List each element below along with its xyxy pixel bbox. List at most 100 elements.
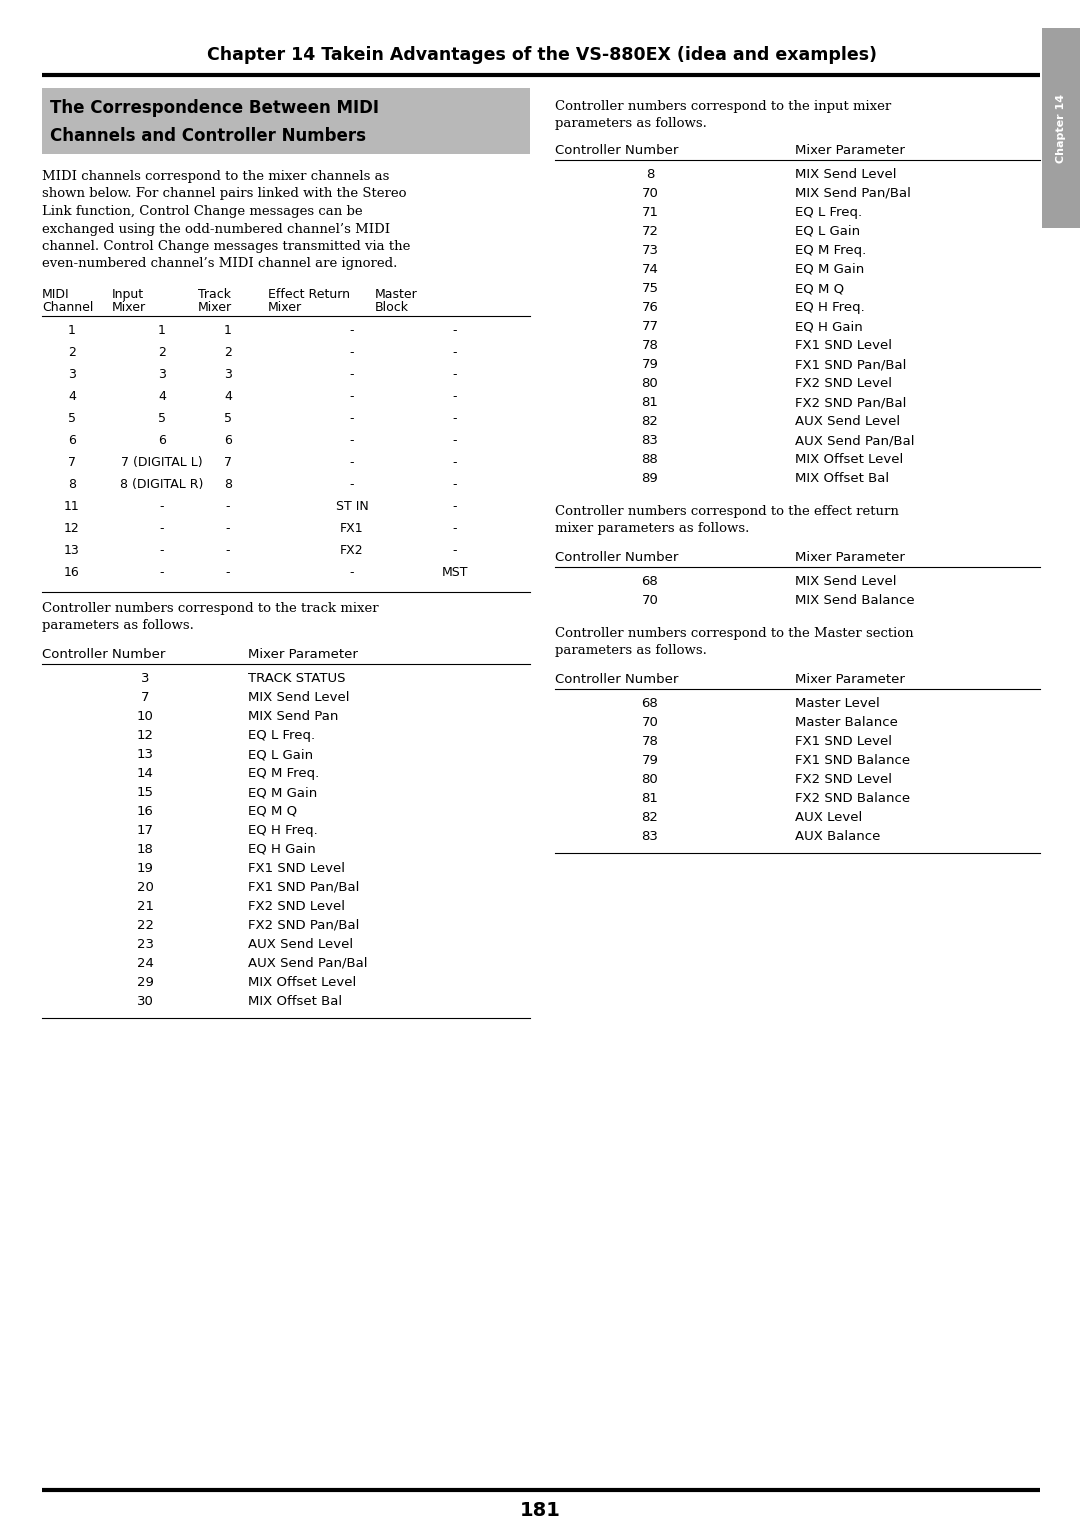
- Text: 88: 88: [642, 452, 659, 466]
- Text: MIX Offset Bal: MIX Offset Bal: [795, 472, 889, 484]
- Text: -: -: [350, 368, 354, 380]
- Text: FX2 SND Level: FX2 SND Level: [248, 900, 345, 914]
- Text: Master: Master: [375, 287, 418, 301]
- Text: -: -: [453, 478, 457, 490]
- Text: 7: 7: [224, 455, 232, 469]
- Text: MST: MST: [442, 565, 469, 579]
- Text: Mixer: Mixer: [112, 301, 146, 313]
- Text: Controller numbers correspond to the Master section: Controller numbers correspond to the Mas…: [555, 626, 914, 640]
- Text: 75: 75: [642, 283, 659, 295]
- Text: AUX Send Level: AUX Send Level: [795, 416, 900, 428]
- Text: 8: 8: [68, 478, 76, 490]
- Text: 30: 30: [136, 995, 153, 1008]
- Text: 7: 7: [68, 455, 76, 469]
- Text: -: -: [350, 324, 354, 338]
- Text: Master Level: Master Level: [795, 697, 880, 711]
- Text: EQ M Q: EQ M Q: [795, 283, 845, 295]
- Text: -: -: [453, 345, 457, 359]
- Text: 70: 70: [642, 594, 659, 607]
- Text: -: -: [350, 565, 354, 579]
- Text: 83: 83: [642, 830, 659, 843]
- Text: Controller Number: Controller Number: [555, 552, 678, 564]
- Text: EQ M Freq.: EQ M Freq.: [795, 244, 866, 257]
- Text: 81: 81: [642, 792, 659, 805]
- Text: -: -: [453, 523, 457, 535]
- Text: MIX Send Level: MIX Send Level: [795, 575, 896, 588]
- Text: exchanged using the odd-numbered channel’s MIDI: exchanged using the odd-numbered channel…: [42, 223, 390, 235]
- Text: Effect Return: Effect Return: [268, 287, 350, 301]
- Text: -: -: [453, 544, 457, 558]
- Bar: [1042, 28, 1080, 228]
- Text: parameters as follows.: parameters as follows.: [555, 118, 707, 130]
- Text: -: -: [453, 455, 457, 469]
- Text: 89: 89: [642, 472, 659, 484]
- Text: parameters as follows.: parameters as follows.: [42, 619, 194, 633]
- Text: EQ H Gain: EQ H Gain: [795, 319, 863, 333]
- Text: 70: 70: [642, 186, 659, 200]
- Text: Mixer Parameter: Mixer Parameter: [795, 552, 905, 564]
- Text: 29: 29: [136, 976, 153, 989]
- Text: 1: 1: [224, 324, 232, 338]
- Text: 5: 5: [68, 413, 76, 425]
- Text: FX1 SND Pan/Bal: FX1 SND Pan/Bal: [248, 882, 360, 894]
- Text: AUX Balance: AUX Balance: [795, 830, 880, 843]
- Text: Master Balance: Master Balance: [795, 717, 897, 729]
- Text: 16: 16: [64, 565, 80, 579]
- Text: 6: 6: [68, 434, 76, 448]
- Text: 79: 79: [642, 358, 659, 371]
- Text: -: -: [160, 565, 164, 579]
- Text: 7 (DIGITAL L): 7 (DIGITAL L): [121, 455, 203, 469]
- Text: FX1 SND Level: FX1 SND Level: [248, 862, 345, 876]
- Text: Controller Number: Controller Number: [42, 648, 165, 662]
- Text: even-numbered channel’s MIDI channel are ignored.: even-numbered channel’s MIDI channel are…: [42, 258, 397, 270]
- Text: 4: 4: [224, 390, 232, 403]
- Text: 68: 68: [642, 575, 659, 588]
- Text: Mixer Parameter: Mixer Parameter: [795, 144, 905, 157]
- Text: 19: 19: [136, 862, 153, 876]
- Text: 79: 79: [642, 753, 659, 767]
- Text: -: -: [350, 478, 354, 490]
- Text: FX2 SND Level: FX2 SND Level: [795, 377, 892, 390]
- Text: EQ M Q: EQ M Q: [248, 805, 297, 817]
- Text: 13: 13: [136, 749, 153, 761]
- Text: 2: 2: [224, 345, 232, 359]
- Text: 6: 6: [224, 434, 232, 448]
- Text: 5: 5: [224, 413, 232, 425]
- Text: 1: 1: [68, 324, 76, 338]
- Text: FX2 SND Level: FX2 SND Level: [795, 773, 892, 785]
- Text: AUX Send Pan/Bal: AUX Send Pan/Bal: [248, 957, 367, 970]
- Text: ST IN: ST IN: [336, 500, 368, 513]
- Text: TRACK STATUS: TRACK STATUS: [248, 672, 346, 685]
- Text: shown below. For channel pairs linked with the Stereo: shown below. For channel pairs linked wi…: [42, 188, 406, 200]
- Text: -: -: [453, 390, 457, 403]
- Text: 72: 72: [642, 225, 659, 238]
- Text: 8: 8: [646, 168, 654, 180]
- Text: EQ L Gain: EQ L Gain: [248, 749, 313, 761]
- Text: Channels and Controller Numbers: Channels and Controller Numbers: [50, 127, 366, 145]
- Text: The Correspondence Between MIDI: The Correspondence Between MIDI: [50, 99, 379, 118]
- Text: MIX Send Pan/Bal: MIX Send Pan/Bal: [795, 186, 910, 200]
- Text: -: -: [226, 500, 230, 513]
- Text: 73: 73: [642, 244, 659, 257]
- Text: MIX Offset Level: MIX Offset Level: [795, 452, 903, 466]
- Text: -: -: [453, 434, 457, 448]
- Text: EQ L Gain: EQ L Gain: [795, 225, 860, 238]
- Text: 4: 4: [68, 390, 76, 403]
- Text: MIDI channels correspond to the mixer channels as: MIDI channels correspond to the mixer ch…: [42, 170, 390, 183]
- Text: 2: 2: [158, 345, 166, 359]
- Text: 7: 7: [140, 691, 149, 704]
- Text: 18: 18: [136, 843, 153, 856]
- Text: -: -: [350, 413, 354, 425]
- Text: 78: 78: [642, 339, 659, 351]
- Text: 20: 20: [136, 882, 153, 894]
- Text: MIX Send Balance: MIX Send Balance: [795, 594, 915, 607]
- Text: MIX Send Level: MIX Send Level: [795, 168, 896, 180]
- Text: 16: 16: [136, 805, 153, 817]
- Text: 12: 12: [136, 729, 153, 743]
- Text: -: -: [350, 434, 354, 448]
- Text: mixer parameters as follows.: mixer parameters as follows.: [555, 523, 750, 535]
- Text: -: -: [160, 500, 164, 513]
- Text: FX1 SND Pan/Bal: FX1 SND Pan/Bal: [795, 358, 906, 371]
- Text: -: -: [226, 544, 230, 558]
- Text: 22: 22: [136, 918, 153, 932]
